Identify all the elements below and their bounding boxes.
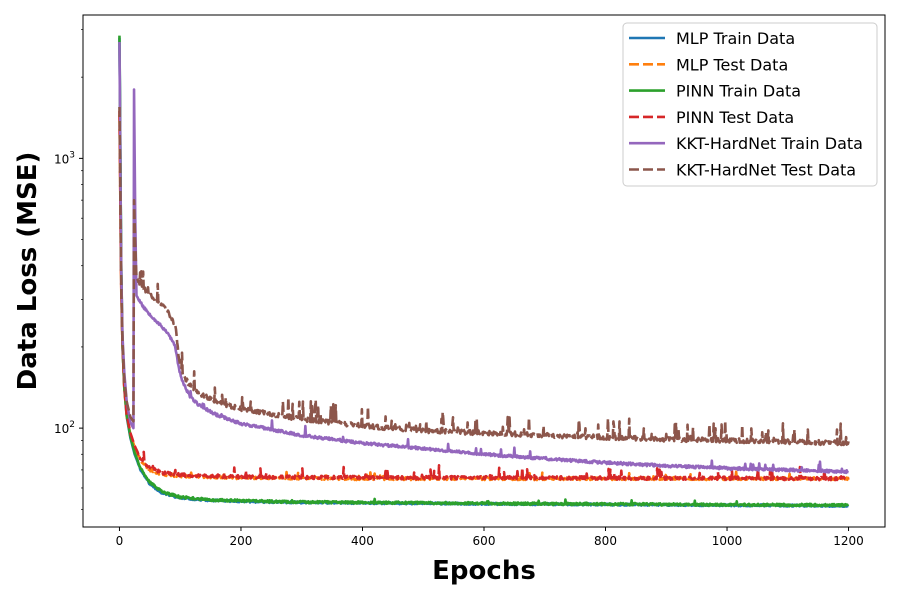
x-tick-label: 200 xyxy=(230,534,253,548)
legend-entry-label: KKT-HardNet Test Data xyxy=(676,161,856,180)
x-tick-label: 0 xyxy=(116,534,124,548)
legend: MLP Train Data MLP Test Data PINN Train Da… xyxy=(622,22,878,187)
series-line-5 xyxy=(118,107,850,447)
legend-entry-label: PINN Train Data xyxy=(676,82,801,101)
series-layer xyxy=(118,35,850,509)
x-tick-label: 400 xyxy=(351,534,374,548)
x-tick-label: 800 xyxy=(594,534,617,548)
legend-box xyxy=(622,22,878,187)
x-tick-label: 600 xyxy=(473,534,496,548)
legend-entry-label: MLP Test Data xyxy=(676,55,788,74)
y-axis-label: Data Loss (MSE) xyxy=(13,152,43,391)
legend-entry-label: MLP Train Data xyxy=(676,29,795,48)
x-axis-label: Epochs xyxy=(432,556,536,586)
legend-entry-label: KKT-HardNet Train Data xyxy=(676,134,863,153)
series-line-4 xyxy=(118,41,850,475)
legend-entry-label: PINN Test Data xyxy=(676,108,794,127)
ticks-layer: 0 200 400 600 800 1000 1200 102 103 xyxy=(54,29,864,548)
x-tick-label: 1200 xyxy=(833,534,864,548)
series-line-2 xyxy=(118,35,850,508)
y-tick-label: 103 xyxy=(54,150,75,166)
series-line-3 xyxy=(118,110,850,482)
x-tick-label: 1000 xyxy=(712,534,743,548)
y-tick-label: 102 xyxy=(54,420,75,436)
